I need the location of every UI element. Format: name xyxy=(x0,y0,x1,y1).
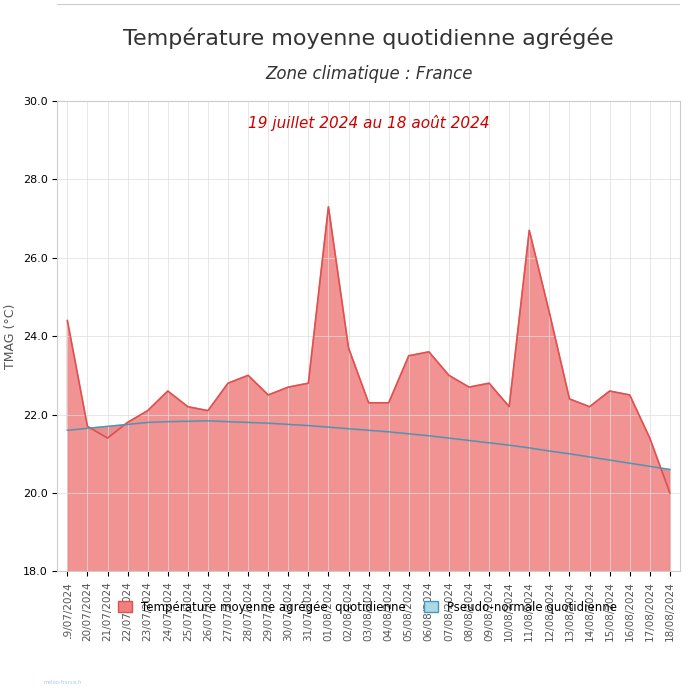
Text: Zone climatique : France: Zone climatique : France xyxy=(265,65,473,83)
Text: Température moyenne quotidienne agrégée: Température moyenne quotidienne agrégée xyxy=(123,27,614,49)
Legend: Température moyenne agrégée  quotidienne, Pseudo-normale quotidienne: Température moyenne agrégée quotidienne,… xyxy=(113,596,622,618)
Bar xyxy=(46,638,80,652)
Y-axis label: TMAG (°C): TMAG (°C) xyxy=(4,304,18,369)
Text: météo-france.fr: météo-france.fr xyxy=(43,680,83,685)
Text: MÉTÉO: MÉTÉO xyxy=(48,652,78,661)
Text: 19 juillet 2024 au 18 août 2024: 19 juillet 2024 au 18 août 2024 xyxy=(248,115,489,131)
Text: FRANCE: FRANCE xyxy=(46,666,80,675)
